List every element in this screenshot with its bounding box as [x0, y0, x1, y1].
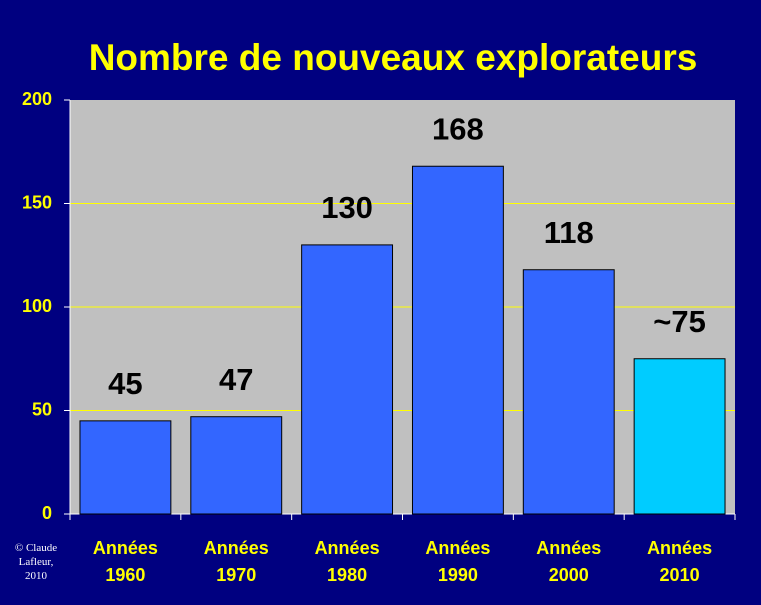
x-tick-label: Années 1980	[314, 538, 380, 585]
value-label: ~75	[653, 304, 706, 339]
value-label: 118	[544, 215, 594, 250]
y-tick-label: 0	[42, 503, 52, 523]
bar	[190, 416, 283, 515]
bar	[522, 269, 615, 515]
y-tick-label: 150	[22, 192, 52, 212]
value-label: 47	[219, 362, 253, 397]
bar	[301, 244, 394, 515]
y-tick-label: 50	[32, 399, 52, 419]
value-label: 168	[432, 111, 484, 146]
y-tick-label: 200	[22, 89, 52, 109]
x-tick-label: Années 2010	[647, 538, 713, 585]
bar	[79, 420, 172, 515]
x-tick-label: Années 2000	[536, 538, 602, 585]
value-label: 130	[321, 190, 373, 225]
footnote: © Claude Lafleur, 2010	[14, 542, 58, 582]
value-label: 45	[108, 366, 142, 401]
x-tick-label: Années 1960	[92, 538, 158, 585]
x-tick-label: Années 1990	[425, 538, 491, 585]
bar	[633, 358, 726, 515]
bar	[411, 165, 504, 515]
x-tick-label: Années 1970	[203, 538, 269, 585]
y-tick-label: 100	[22, 296, 52, 316]
chart-title: Nombre de nouveaux explorateurs	[89, 37, 698, 78]
